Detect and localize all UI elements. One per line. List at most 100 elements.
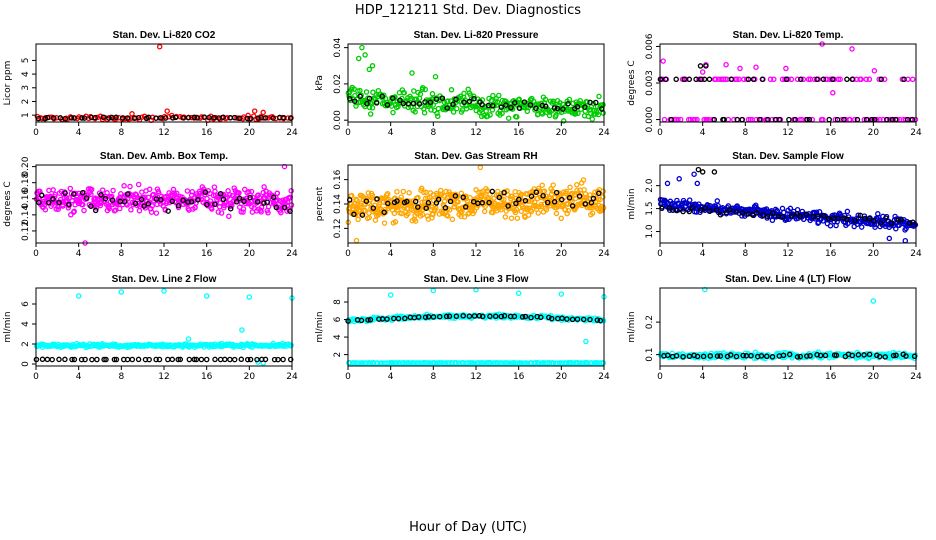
- data-point: [858, 224, 865, 230]
- data-point: [661, 116, 668, 123]
- data-point: [103, 356, 109, 363]
- x-tick-label: 4: [700, 372, 706, 382]
- data-point: [50, 196, 56, 202]
- data-point: [665, 352, 671, 359]
- data-point: [566, 96, 573, 103]
- data-point: [129, 356, 136, 363]
- data-point: [443, 313, 450, 320]
- series-low: [346, 359, 607, 367]
- data-point: [180, 197, 186, 204]
- data-point: [560, 118, 567, 124]
- data-point: [45, 199, 52, 206]
- data-point: [911, 355, 918, 362]
- data-point: [265, 210, 271, 216]
- x-tick-label: 24: [286, 249, 298, 259]
- panel-title: Stan. Dev. Li-820 Temp.: [733, 30, 844, 41]
- data-point: [247, 356, 254, 363]
- data-point: [780, 352, 787, 359]
- data-point: [714, 198, 721, 204]
- data-point: [417, 360, 423, 366]
- y-tick-label: 4: [21, 71, 31, 77]
- data-point: [351, 201, 357, 207]
- data-point: [788, 76, 795, 83]
- data-point: [413, 96, 420, 102]
- data-point: [270, 194, 277, 201]
- data-point: [733, 209, 739, 215]
- x-tick-label: 16: [825, 372, 837, 382]
- data-point: [518, 208, 524, 215]
- data-point: [548, 315, 555, 322]
- outlier-point: [753, 64, 759, 70]
- data-point: [231, 356, 238, 363]
- data-point: [784, 216, 790, 223]
- data-point: [185, 199, 191, 205]
- data-point: [351, 98, 358, 104]
- data-point: [461, 99, 467, 106]
- data-point: [98, 192, 104, 198]
- data-point: [395, 315, 402, 322]
- data-point: [394, 188, 400, 195]
- data-point: [817, 352, 824, 359]
- data-point: [433, 205, 439, 211]
- x-tick-label: 4: [76, 372, 82, 382]
- data-point: [844, 208, 851, 215]
- data-point: [597, 196, 603, 203]
- data-point: [574, 316, 581, 322]
- data-point: [156, 356, 163, 363]
- x-tick-label: 8: [742, 128, 748, 138]
- data-point: [748, 352, 754, 359]
- data-point: [553, 189, 560, 196]
- outlier-point: [695, 166, 702, 173]
- x-tick-label: 20: [556, 249, 568, 259]
- data-point: [522, 197, 529, 204]
- data-point: [542, 96, 549, 103]
- outlier-point: [849, 46, 855, 52]
- data-point: [353, 103, 359, 109]
- data-point: [449, 216, 456, 223]
- data-point: [280, 356, 286, 363]
- data-point: [681, 76, 687, 83]
- data-point: [88, 203, 94, 209]
- data-point: [539, 111, 546, 117]
- data-point: [712, 76, 719, 83]
- data-point: [255, 115, 261, 121]
- outlier-point: [164, 108, 170, 114]
- data-point: [472, 360, 478, 366]
- data-point: [857, 212, 864, 219]
- data-point: [559, 315, 565, 322]
- y-ticks: 0.000 0.003 0.006: [645, 33, 660, 132]
- data-point: [786, 351, 793, 358]
- data-point: [138, 196, 145, 203]
- data-point: [486, 199, 492, 206]
- data-point: [535, 210, 542, 216]
- data-points: [34, 43, 294, 124]
- data-point: [590, 195, 597, 202]
- x-tick-label: 4: [388, 249, 394, 259]
- data-point: [446, 207, 453, 213]
- outlier-point: [118, 289, 125, 295]
- data-point: [787, 205, 794, 212]
- data-point: [821, 212, 827, 219]
- data-point: [100, 114, 106, 121]
- data-point: [71, 356, 78, 363]
- x-tick-label: 0: [657, 372, 663, 382]
- outlier-point: [260, 109, 266, 116]
- data-point: [749, 212, 756, 218]
- data-point: [445, 213, 451, 219]
- data-point: [287, 356, 294, 363]
- data-point: [800, 216, 807, 223]
- data-point: [750, 76, 757, 83]
- data-point: [82, 356, 88, 363]
- x-tick-label: 12: [158, 249, 169, 259]
- data-point: [739, 116, 746, 123]
- data-point: [191, 356, 198, 363]
- data-point: [435, 105, 442, 112]
- data-point: [554, 105, 561, 112]
- panel-title: Stan. Dev. Line 3 Flow: [424, 274, 529, 285]
- x-tick-label: 16: [825, 249, 837, 259]
- data-point: [372, 217, 379, 223]
- x-tick-label: 24: [910, 128, 922, 138]
- outlier-point: [723, 61, 729, 68]
- data-point: [381, 220, 388, 226]
